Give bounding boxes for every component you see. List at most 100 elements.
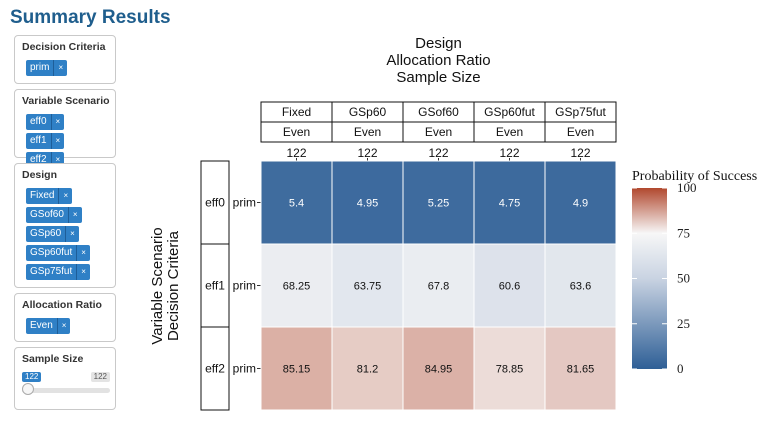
- column-strip-label: GSof60: [418, 105, 459, 119]
- chart-title-line: Sample Size: [396, 69, 480, 86]
- cell-value-label: 85.15: [283, 364, 311, 376]
- chip-remove-icon[interactable]: ×: [53, 60, 67, 76]
- y-tick-label: prim: [233, 362, 256, 376]
- heatmap-cell: [402, 160, 475, 245]
- column-strip-box: [544, 121, 617, 143]
- row-strip-label: eff0: [205, 196, 225, 210]
- slider-max-label: 122: [90, 372, 110, 382]
- filter-chip[interactable]: GSof60 ×: [26, 207, 82, 223]
- allocation-ratio-chips[interactable]: Even ×: [26, 318, 111, 337]
- chip-label: GSp60: [30, 228, 62, 239]
- filter-chip[interactable]: GSp75fut ×: [26, 264, 90, 280]
- chip-label: eff2: [30, 154, 47, 165]
- x-tick-label: 122: [286, 146, 306, 160]
- filter-chip[interactable]: Even ×: [26, 318, 71, 334]
- decision-criteria-label: Decision Criteria: [22, 41, 106, 53]
- y-axis-title-line: Variable Scenario: [149, 227, 166, 344]
- chip-label: GSof60: [30, 209, 64, 220]
- column-strip-label: GSp60: [349, 105, 387, 119]
- chip-label: eff1: [30, 135, 47, 146]
- heatmap-cell: [473, 243, 546, 328]
- column-strip-label: Even: [496, 125, 523, 139]
- filter-chip[interactable]: prim ×: [26, 60, 68, 76]
- filter-chip[interactable]: eff1 ×: [26, 133, 65, 149]
- cell-value-label: 4.9: [573, 198, 588, 210]
- page-title: Summary Results: [10, 7, 171, 28]
- column-strip-label: GSp75fut: [555, 105, 606, 119]
- column-strip-label: GSp60fut: [484, 105, 535, 119]
- slider-min-label: 122: [22, 372, 42, 382]
- allocation-ratio-filter: Allocation Ratio Even ×: [14, 293, 116, 342]
- heatmap-cell: [260, 160, 333, 245]
- cell-value-label: 63.75: [354, 281, 382, 293]
- y-tick-label: prim: [233, 196, 256, 210]
- chip-remove-icon[interactable]: ×: [76, 264, 90, 280]
- legend-tick-label: 100: [677, 180, 697, 195]
- design-chips[interactable]: Fixed × GSof60 × GSp60 × GSp60fut × GSp75fut ×: [26, 188, 111, 283]
- cell-value-label: 5.4: [289, 198, 304, 210]
- chip-remove-icon[interactable]: ×: [56, 318, 71, 334]
- row-strip-box: [200, 326, 230, 411]
- cell-value-label: 67.8: [428, 281, 449, 293]
- cell-value-label: 60.6: [499, 281, 520, 293]
- filter-chip[interactable]: GSp60 ×: [26, 226, 79, 242]
- chip-remove-icon[interactable]: ×: [58, 188, 72, 204]
- chart-title-line: Design: [415, 35, 462, 52]
- x-tick-label: 122: [428, 146, 448, 160]
- slider-handle[interactable]: [22, 383, 34, 395]
- column-strip-label: Fixed: [282, 105, 311, 119]
- column-strip-label: Even: [354, 125, 381, 139]
- chip-label: eff0: [30, 116, 47, 127]
- allocation-ratio-label: Allocation Ratio: [22, 299, 102, 311]
- legend-tick-label: 0: [677, 361, 684, 376]
- cell-value-label: 4.75: [499, 198, 520, 210]
- chip-remove-icon[interactable]: ×: [50, 152, 65, 168]
- y-axis-title-line: Decision Criteria: [165, 230, 182, 341]
- chip-remove-icon[interactable]: ×: [67, 207, 82, 223]
- column-strip-label: Even: [283, 125, 310, 139]
- cell-value-label: 81.65: [567, 364, 595, 376]
- heatmap-cell: [544, 326, 617, 411]
- sample-size-slider[interactable]: 122 122: [22, 372, 110, 398]
- chart-title-line: Allocation Ratio: [386, 52, 490, 69]
- chip-remove-icon[interactable]: ×: [50, 133, 65, 149]
- cell-value-label: 81.2: [357, 364, 378, 376]
- x-tick-label: 122: [499, 146, 519, 160]
- variable-scenario-label: Variable Scenario: [22, 95, 110, 107]
- column-strip-label: Even: [567, 125, 594, 139]
- heatmap-cell: [544, 160, 617, 245]
- legend-tick-label: 75: [677, 225, 690, 240]
- legend-tick-label: 50: [677, 271, 690, 286]
- filter-chip[interactable]: Fixed ×: [26, 188, 73, 204]
- chip-label: GSp75fut: [30, 266, 73, 277]
- row-strip-label: eff2: [205, 362, 225, 376]
- filter-chip[interactable]: GSp60fut ×: [26, 245, 90, 261]
- cell-value-label: 78.85: [496, 364, 524, 376]
- sample-size-filter: Sample Size 122 122: [14, 347, 116, 410]
- cell-value-label: 4.95: [357, 198, 378, 210]
- chip-remove-icon[interactable]: ×: [76, 245, 90, 261]
- row-strip-label: eff1: [205, 279, 225, 293]
- cell-value-label: 68.25: [283, 281, 311, 293]
- chip-remove-icon[interactable]: ×: [65, 226, 79, 242]
- heatmap-cell: [402, 326, 475, 411]
- chip-label: Fixed: [30, 190, 55, 201]
- decision-criteria-chips[interactable]: prim ×: [26, 60, 111, 79]
- sample-size-label: Sample Size: [22, 353, 84, 365]
- cell-value-label: 84.95: [425, 364, 453, 376]
- row-strip-box: [200, 243, 230, 328]
- heatmap-cell: [473, 160, 546, 245]
- chip-label: GSp60fut: [30, 247, 73, 258]
- chip-remove-icon[interactable]: ×: [50, 114, 65, 130]
- chip-label: prim: [30, 62, 50, 73]
- cell-value-label: 5.25: [428, 198, 449, 210]
- column-strip-label: Even: [425, 125, 452, 139]
- slider-track[interactable]: [22, 388, 110, 393]
- legend-title: Probability of Success: [632, 169, 757, 184]
- cell-value-label: 63.6: [570, 281, 591, 293]
- filter-chip[interactable]: eff0 ×: [26, 114, 65, 130]
- heatmap-cell: [473, 326, 546, 411]
- y-tick-label: prim: [233, 279, 256, 293]
- legend-tick-label: 25: [677, 316, 690, 331]
